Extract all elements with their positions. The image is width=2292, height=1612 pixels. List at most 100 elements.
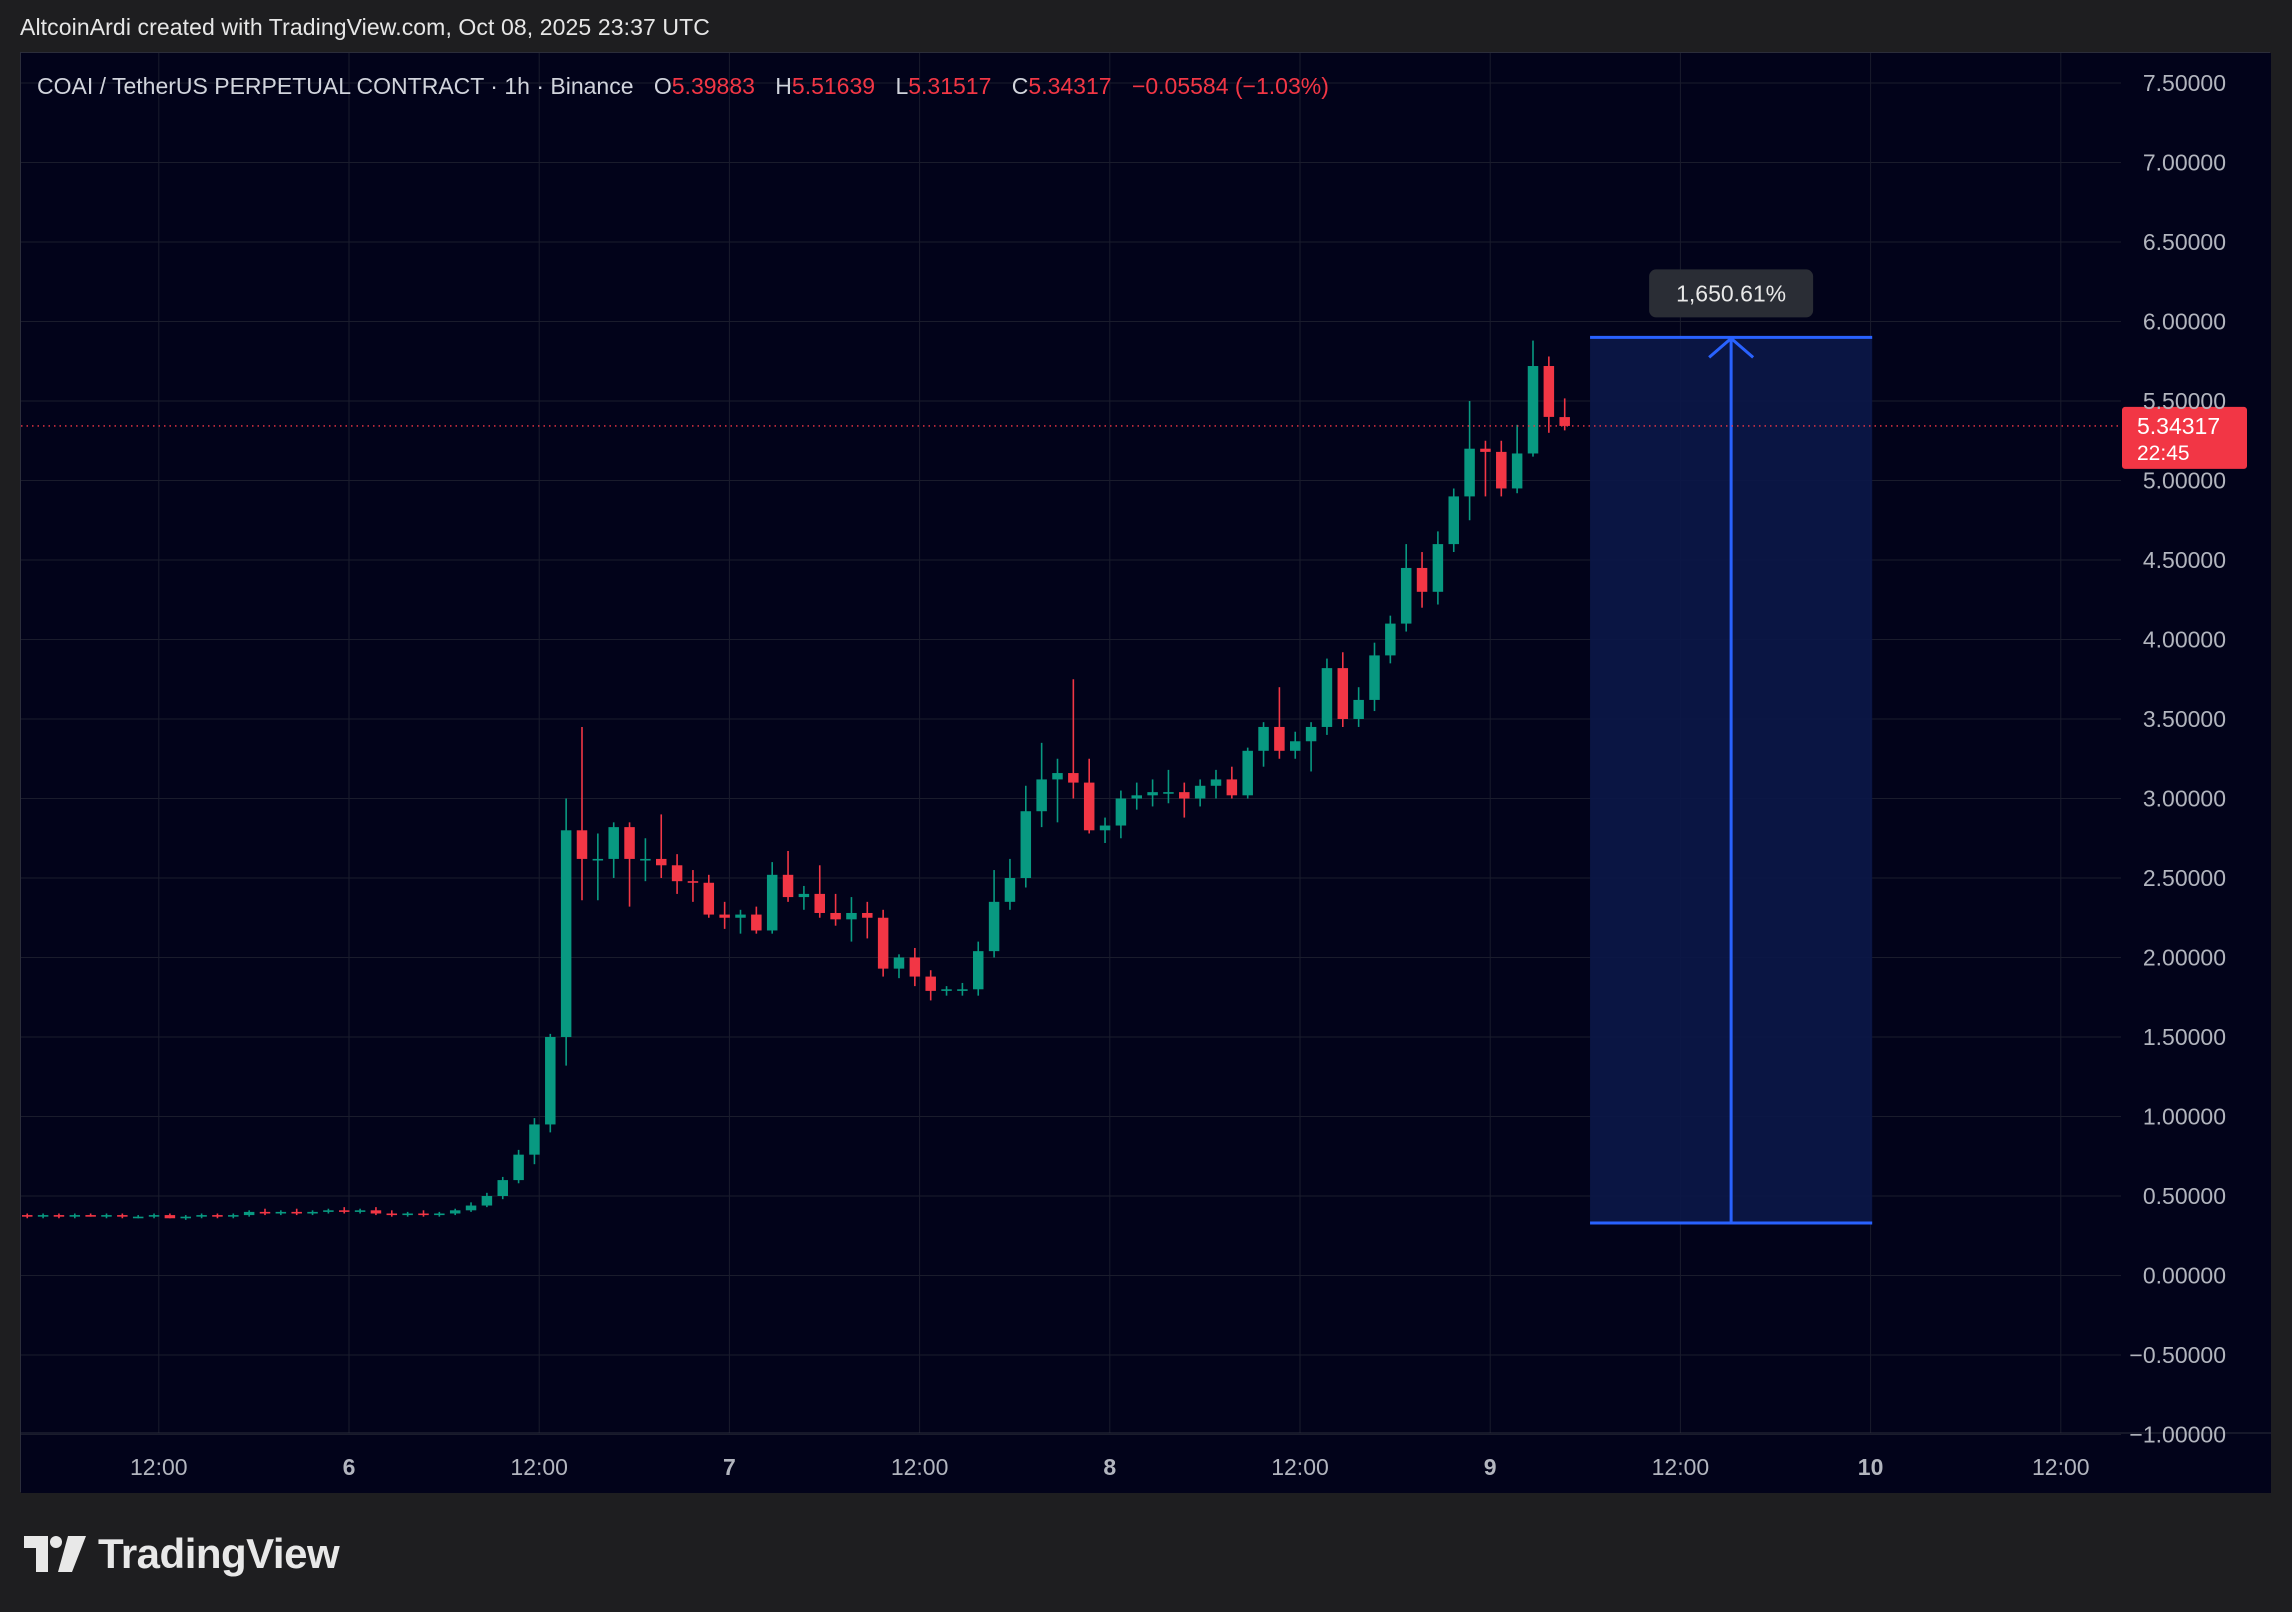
- bull-candle: [1385, 615, 1396, 664]
- last-price-tag[interactable]: [2122, 406, 2247, 469]
- bear-candle: [1496, 440, 1507, 497]
- chart-pane[interactable]: 1,650.61% 5.34317 22:45 7.50000 7.00000 6.5…: [20, 52, 2271, 1493]
- bull-candle: [1194, 779, 1206, 807]
- bear-candle: [814, 865, 825, 918]
- bull-candle: [481, 1192, 493, 1208]
- bull-candle: [275, 1210, 287, 1216]
- candle-body: [877, 917, 889, 969]
- bull-candle: [893, 954, 905, 979]
- candles: [21, 340, 1570, 1220]
- bull-candle: [465, 1202, 477, 1212]
- candle-body: [196, 1215, 207, 1217]
- brand[interactable]: TradingView: [24, 1530, 340, 1578]
- time-tick-label: 7: [723, 1454, 736, 1480]
- candle-body: [53, 1215, 65, 1217]
- bear-candle: [1226, 766, 1238, 799]
- bear-candle: [1543, 356, 1555, 433]
- bear-candle: [370, 1207, 382, 1216]
- bull-candle: [101, 1213, 112, 1219]
- candle-body: [513, 1154, 524, 1181]
- candle-body: [338, 1210, 350, 1212]
- bull-candle: [560, 798, 572, 1066]
- candle-body: [117, 1215, 128, 1217]
- bear-candle: [164, 1213, 176, 1219]
- bear-candle: [1480, 440, 1491, 497]
- bull-candle: [1036, 742, 1047, 828]
- candle-body: [1543, 366, 1555, 417]
- bear-candle: [212, 1213, 223, 1219]
- bull-candle: [1511, 424, 1523, 494]
- bull-candle: [529, 1118, 540, 1165]
- bull-candle: [592, 833, 604, 901]
- candle-body: [481, 1196, 493, 1206]
- bull-candle: [307, 1210, 318, 1216]
- candle-body: [1559, 417, 1570, 426]
- bear-candle: [386, 1210, 398, 1217]
- candle-body: [687, 881, 699, 883]
- price-tick-label: −0.50000: [2129, 1342, 2226, 1368]
- close-label: C: [1011, 73, 1029, 99]
- bull-candle: [1004, 858, 1016, 910]
- candle-body: [1194, 785, 1206, 799]
- candle-body: [132, 1216, 144, 1219]
- bull-candle: [1020, 785, 1032, 888]
- candle-body: [21, 1215, 33, 1217]
- price-tick-label: 7.00000: [2143, 150, 2226, 176]
- bull-candle: [1099, 817, 1111, 844]
- candle-body: [243, 1211, 255, 1216]
- candle-body: [893, 957, 905, 969]
- bull-candle: [608, 822, 619, 878]
- candle-body: [957, 989, 968, 991]
- bull-candle: [1242, 747, 1253, 799]
- price-tick-label: 2.00000: [2143, 945, 2226, 971]
- candle-body: [1147, 792, 1158, 796]
- bull-candle: [1147, 779, 1158, 807]
- bull-candle: [1432, 531, 1444, 605]
- candle-body: [1163, 792, 1174, 794]
- time-tick-label: 12:00: [130, 1454, 188, 1480]
- candle-body: [69, 1215, 81, 1217]
- bear-candle: [862, 901, 873, 939]
- bull-candle: [228, 1213, 239, 1219]
- bull-candle: [37, 1213, 49, 1219]
- bull-candle: [1289, 731, 1301, 759]
- price-tick-label: 6.00000: [2143, 309, 2226, 335]
- bear-candle: [418, 1210, 429, 1217]
- candle-body: [1020, 811, 1032, 878]
- last-price-value: 5.34317: [2137, 413, 2220, 439]
- candle-body: [1321, 668, 1333, 727]
- candle-body: [751, 914, 762, 931]
- bull-candle: [1131, 782, 1142, 810]
- candle-body: [655, 858, 667, 866]
- candlestick-chart[interactable]: 1,650.61% 5.34317 22:45 7.50000 7.00000 6.5…: [21, 53, 2271, 1493]
- candle-body: [180, 1216, 191, 1219]
- price-axis[interactable]: 7.50000 7.00000 6.50000 6.00000 5.50000 5.000…: [2129, 70, 2226, 1448]
- bull-candle: [1369, 642, 1380, 712]
- candle-body: [37, 1215, 49, 1217]
- candle-body: [846, 912, 857, 920]
- bull-candle: [180, 1215, 191, 1220]
- candle-body: [1353, 699, 1364, 719]
- brand-name: TradingView: [98, 1530, 340, 1577]
- measure-tool[interactable]: 1,650.61%: [1590, 269, 1873, 1225]
- candle-body: [386, 1213, 398, 1216]
- candle-body: [449, 1210, 461, 1214]
- candle-body: [1210, 779, 1222, 786]
- candle-body: [1179, 792, 1190, 799]
- bear-candle: [21, 1213, 33, 1219]
- bear-candle: [338, 1207, 350, 1214]
- bear-candle: [703, 874, 715, 918]
- symbol-description[interactable]: COAI / TetherUS PERPETUAL CONTRACT · 1h …: [37, 73, 634, 99]
- candle-body: [1496, 451, 1507, 489]
- candle-body: [1289, 741, 1301, 751]
- time-tick-label: 12:00: [510, 1454, 568, 1480]
- bear-candle: [117, 1213, 128, 1219]
- time-axis[interactable]: 12:00 6 12:00 7 12:00 8 12:00 9 12:00 10 12:00: [130, 1454, 2090, 1480]
- price-tick-label: 6.50000: [2143, 229, 2226, 255]
- symbol-legend: COAI / TetherUS PERPETUAL CONTRACT · 1h …: [37, 73, 1329, 100]
- candle-body: [1083, 782, 1095, 831]
- price-tick-label: 2.50000: [2143, 865, 2226, 891]
- candle-body: [798, 893, 810, 898]
- candle-body: [1416, 567, 1428, 592]
- candle-body: [735, 914, 746, 918]
